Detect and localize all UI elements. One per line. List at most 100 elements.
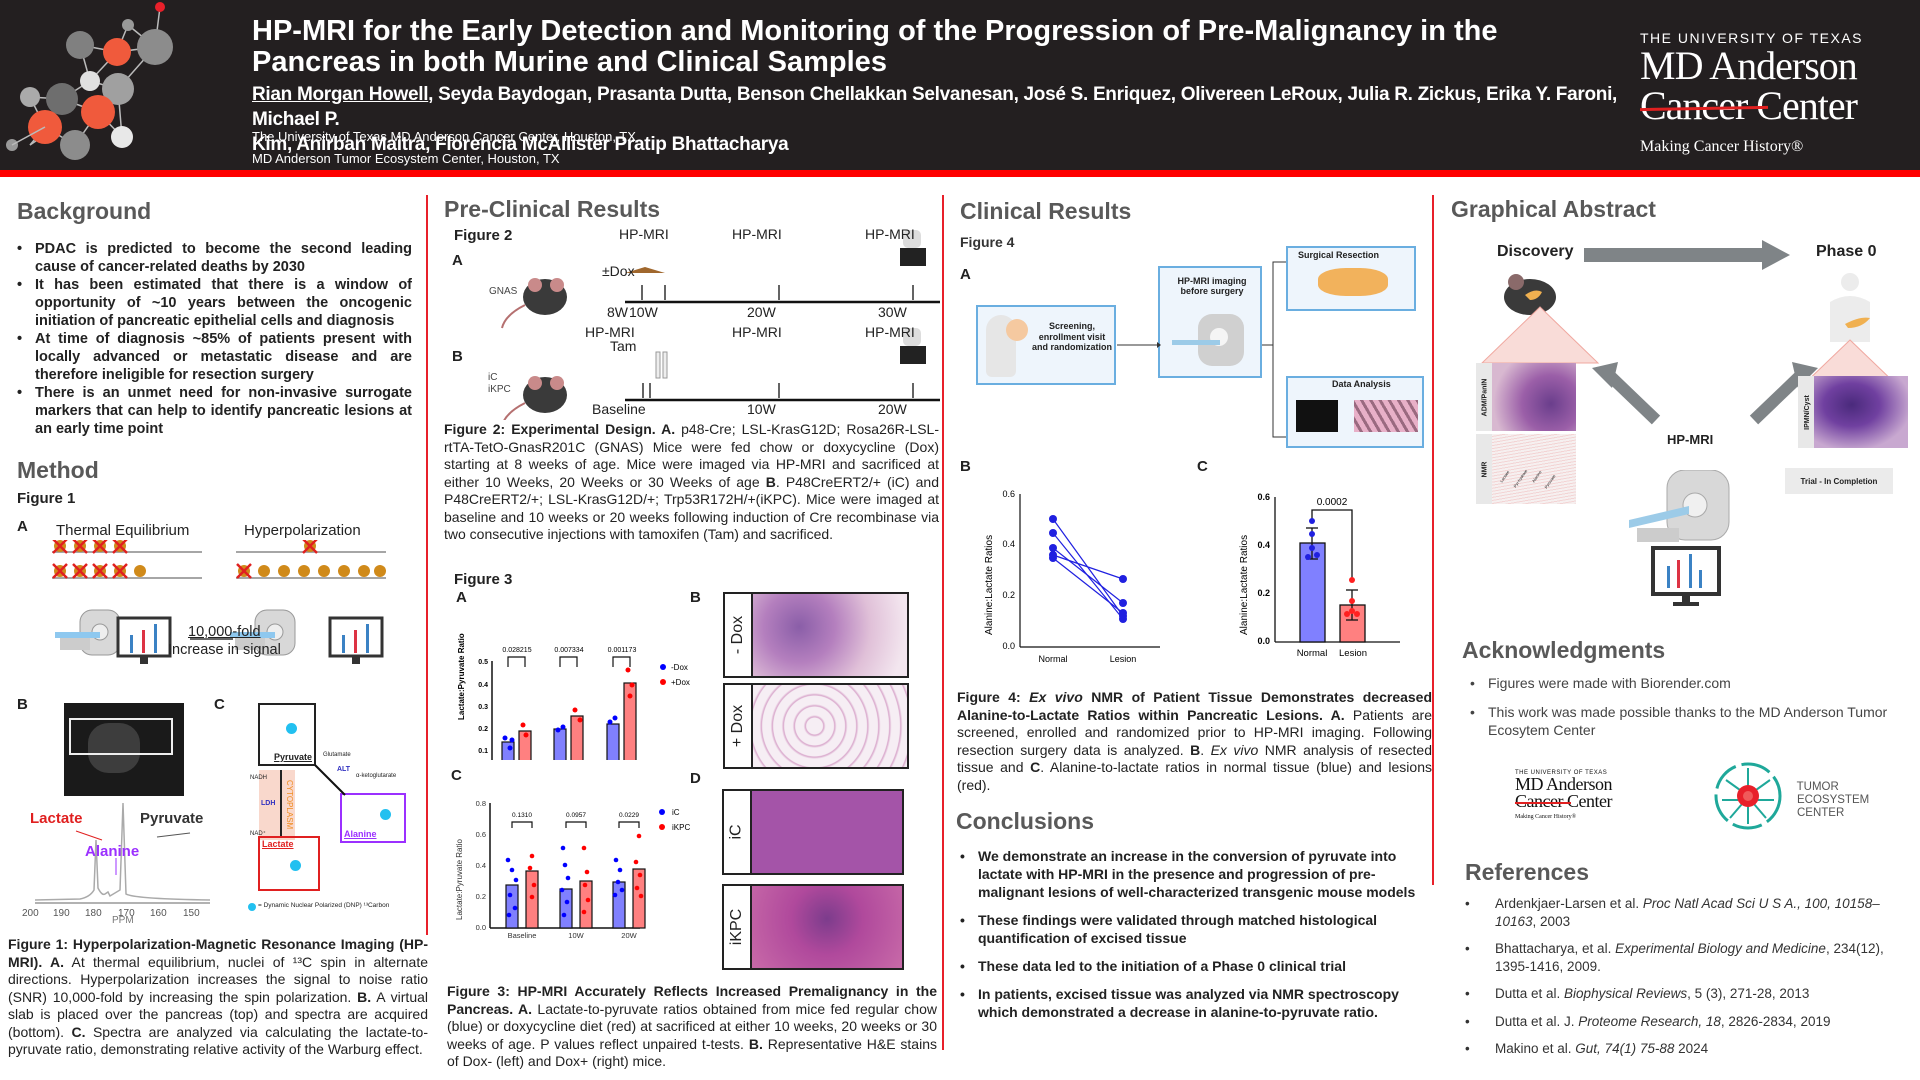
acknowledgments-heading: Acknowledgments bbox=[1462, 637, 1666, 663]
ref-details: 2024 bbox=[1674, 1041, 1709, 1056]
svg-text:Alanine:Lactate Ratios: Alanine:Lactate Ratios bbox=[1239, 535, 1250, 635]
ppm-axis-label: PPM bbox=[112, 915, 134, 926]
ref-authors: Bhattacharya, et al. bbox=[1495, 941, 1616, 956]
ref-journal: Experimental Biology and Medicine bbox=[1615, 941, 1826, 956]
discovery-to-phase0-arrow-icon bbox=[1584, 240, 1790, 270]
ref-details: , 5 (3), 271-28, 2013 bbox=[1687, 986, 1810, 1001]
tec-line: CENTER bbox=[1797, 807, 1845, 819]
ref-authors: Dutta et al. bbox=[1495, 986, 1565, 1001]
mouse-icon bbox=[501, 278, 567, 420]
figure4-panel-b: B bbox=[960, 458, 971, 475]
lactate-label: Lactate bbox=[30, 810, 83, 827]
figure4-caption: Figure 4: Ex vivo NMR of Patient Tissue … bbox=[957, 689, 1432, 794]
ref-details: , 2003 bbox=[1532, 913, 1571, 929]
alanine-box: Alanine bbox=[340, 793, 406, 843]
svg-text:180: 180 bbox=[85, 908, 102, 919]
caption-text: Patients are screened, enrolled and rand… bbox=[957, 706, 1433, 758]
human-body-icon bbox=[1830, 273, 1870, 342]
author-list: Rian Morgan Howell, Seyda Baydogan, Pras… bbox=[252, 82, 1632, 157]
svg-text:Alanine:Lactate Ratios: Alanine:Lactate Ratios bbox=[984, 535, 995, 635]
hpmri-imaging-box: HP-MRI imaging before surgery bbox=[1158, 266, 1262, 378]
tec-line: ECOSYSTEM bbox=[1797, 794, 1870, 806]
ref-authors: Makino et al. bbox=[1495, 1041, 1576, 1056]
svg-text:190: 190 bbox=[53, 908, 70, 919]
ref-authors: Ardenkjaer-Larsen et al. bbox=[1495, 896, 1643, 911]
svg-text:0.0: 0.0 bbox=[476, 923, 486, 932]
affiliation-2: MD Anderson Tumor Ecosystem Center, Hous… bbox=[252, 151, 560, 166]
svg-text:0.0002: 0.0002 bbox=[1317, 497, 1348, 508]
alt-label: ALT bbox=[337, 766, 351, 773]
svg-text:0.4: 0.4 bbox=[1002, 539, 1015, 549]
background-bullets: PDAC is predicted to become the second l… bbox=[17, 240, 412, 438]
hpmri-label: HP-MRI bbox=[865, 324, 915, 340]
dnp-carbon-icon bbox=[286, 723, 297, 734]
background-bullet: PDAC is predicted to become the second l… bbox=[17, 240, 412, 276]
mri-scanner-monitor-icon bbox=[1629, 470, 1730, 606]
dnp-legend-text: = Dynamic Nuclear Polarized (DNP) ¹³Carb… bbox=[258, 902, 390, 909]
dnp-carbon-icon bbox=[290, 860, 301, 871]
svg-text:10W: 10W bbox=[568, 931, 584, 940]
hpmri-imaging-label: HP-MRI imaging before surgery bbox=[1177, 276, 1247, 296]
histology-minus-dox: - Dox bbox=[723, 592, 909, 678]
caption-italic: Ex vivo bbox=[1210, 741, 1259, 758]
svg-text:150: 150 bbox=[183, 908, 200, 919]
svg-text:0.6: 0.6 bbox=[1002, 489, 1015, 499]
svg-text:Lactate:Pyruvate Ratio: Lactate:Pyruvate Ratio bbox=[455, 839, 464, 920]
hyperpolarization-label: Hyperpolarization bbox=[244, 522, 361, 539]
ref-journal: Proc Natl Acad Sci U S A., 100, 10158–10… bbox=[1495, 896, 1880, 929]
hpmri-label: HP-MRI bbox=[585, 324, 635, 340]
tumor-ecosystem-logo-icon bbox=[1714, 762, 1782, 830]
svg-text:0.0229: 0.0229 bbox=[619, 812, 639, 819]
logo-university: THE UNIVERSITY OF TEXAS bbox=[1640, 30, 1864, 46]
ref-journal: Proteome Research, 18 bbox=[1578, 1013, 1721, 1029]
caption-label: B bbox=[1190, 741, 1201, 758]
figure3-panel-b: B bbox=[690, 589, 701, 606]
svg-text:170: 170 bbox=[118, 908, 135, 919]
dox-label: ±Dox bbox=[602, 263, 635, 279]
timeline-20w: 20W bbox=[878, 401, 907, 417]
caption-text: . Alanine-to-lactate ratios in normal ti… bbox=[957, 759, 1432, 793]
nad-label: NAD⁺ bbox=[250, 831, 266, 837]
svg-text:iKPC: iKPC bbox=[672, 823, 690, 832]
histology-ic: iC bbox=[722, 789, 904, 875]
ref-details: , 2826-2834, 2019 bbox=[1720, 1013, 1831, 1029]
figure4-panel-c: C bbox=[1197, 458, 1208, 475]
figure3-panel-d: D bbox=[690, 770, 701, 787]
figure1-panel-b: B bbox=[17, 696, 28, 713]
svg-text:160: 160 bbox=[150, 908, 167, 919]
figure1-caption: Figure 1: Hyperpolarization-Magnetic Res… bbox=[8, 936, 428, 1059]
hpmri-label: HP-MRI bbox=[732, 226, 782, 242]
svg-text:0.5: 0.5 bbox=[478, 659, 488, 666]
caption-title: Figure 4: bbox=[957, 689, 1030, 705]
caption-label: C bbox=[1030, 759, 1041, 775]
poster-header: HP-MRI for the Early Detection and Monit… bbox=[0, 0, 1920, 170]
small-logo-center: Center bbox=[1562, 791, 1612, 811]
svg-text:0.0: 0.0 bbox=[1257, 636, 1270, 646]
small-logo-cancer: Cancer bbox=[1515, 791, 1563, 811]
figure4-label: Figure 4 bbox=[960, 234, 1015, 250]
svg-text:0.3: 0.3 bbox=[478, 704, 488, 711]
svg-text:0.0: 0.0 bbox=[1002, 641, 1015, 651]
ref-details: , 234(12), 1395-1416, 2009. bbox=[1495, 941, 1884, 974]
title-line-2: Pancreas in both Murine and Clinical Sam… bbox=[252, 46, 887, 78]
conclusions-bullets: We demonstrate an increase in the conver… bbox=[960, 847, 1420, 1021]
svg-text:Normal: Normal bbox=[1297, 648, 1328, 659]
cytoplasm-label: CYTOPLASM bbox=[285, 780, 294, 830]
ikpc-label: iKPC bbox=[488, 384, 511, 395]
method-heading: Method bbox=[17, 457, 99, 483]
timeline-30w: 30W bbox=[878, 304, 907, 320]
hist-label: - Dox bbox=[729, 615, 747, 655]
acknowledgment-bullet: This work was made possible thanks to th… bbox=[1470, 703, 1910, 739]
conclusions-heading: Conclusions bbox=[956, 808, 1095, 834]
acknowledgments-bullets: Figures were made with Biorender.com Thi… bbox=[1470, 674, 1910, 739]
timeline-8w: 8W bbox=[607, 304, 628, 320]
svg-text:0.2: 0.2 bbox=[1002, 590, 1015, 600]
caption-text: Representative H&E stains of Dox- (left)… bbox=[447, 1035, 937, 1070]
adm-panin-label: ADM/PanIN bbox=[1481, 378, 1489, 416]
screening-label: Screening, enrollment visit and randomiz… bbox=[1031, 321, 1112, 352]
md-anderson-logo: THE UNIVERSITY OF TEXAS MD Anderson Canc… bbox=[1639, 30, 1864, 156]
svg-text:20W: 20W bbox=[621, 931, 637, 940]
references-heading: References bbox=[1465, 859, 1590, 885]
figure1-panel-c: C bbox=[214, 696, 225, 713]
svg-text:-Dox: -Dox bbox=[671, 663, 688, 672]
